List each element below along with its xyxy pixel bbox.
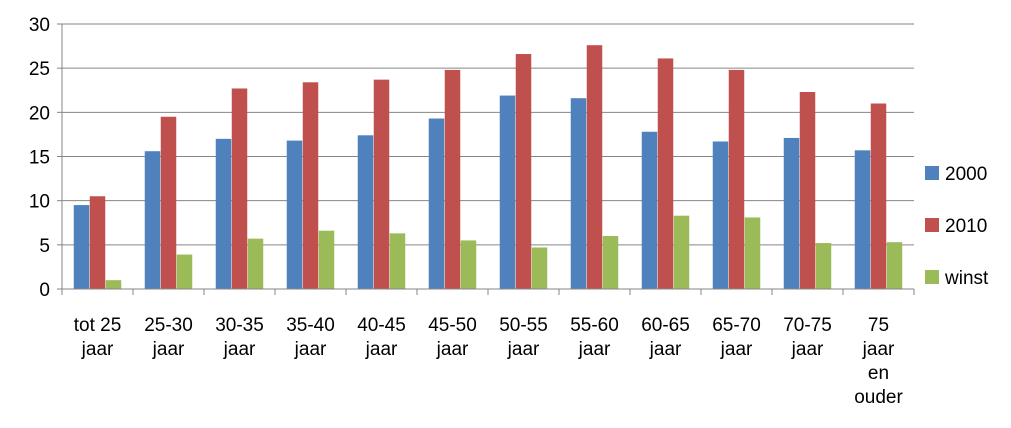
bar-2010-4 xyxy=(302,82,319,289)
bar-winst-4 xyxy=(318,230,335,289)
legend-label: 2000 xyxy=(945,164,987,185)
bar-2000-8 xyxy=(570,98,587,289)
y-axis-tick-labels: 0 5 10 15 20 25 30 xyxy=(29,15,50,301)
bar-winst-8 xyxy=(602,236,619,289)
x-category-label: 35-40 jaar xyxy=(286,315,335,360)
bar-2000-1 xyxy=(73,205,90,289)
x-category-label: 70-75 jaar xyxy=(783,315,832,360)
bar-winst-1 xyxy=(105,280,122,289)
x-category-label: 40-45 jaar xyxy=(357,315,406,360)
x-category-label: 25-30 jaar xyxy=(144,315,193,360)
x-category-label-line: jaar xyxy=(791,339,824,360)
bar-winst-12 xyxy=(886,242,903,289)
x-category-label-line: 50-55 xyxy=(499,315,548,336)
bar-2010-7 xyxy=(515,54,532,290)
bar-winst-9 xyxy=(673,215,690,289)
legend-item-winst: winst xyxy=(925,268,989,289)
x-category-label-line: 75 xyxy=(868,315,889,336)
bar-2010-2 xyxy=(160,116,177,289)
gridlines xyxy=(62,23,914,246)
x-category-label-line: jaar xyxy=(862,339,895,360)
bar-2000-5 xyxy=(357,135,374,289)
y-tick-label: 10 xyxy=(29,192,50,213)
x-category-label-line: tot 25 xyxy=(74,315,122,336)
y-tick-label: 30 xyxy=(29,15,50,36)
axes xyxy=(57,23,915,295)
legend-swatch xyxy=(925,270,939,284)
bar-winst-10 xyxy=(744,217,761,289)
bar-2000-7 xyxy=(499,95,516,289)
bar-2010-6 xyxy=(444,69,461,289)
bar-2000-10 xyxy=(712,141,729,289)
bar-2010-1 xyxy=(89,196,106,289)
x-category-label-line: jaar xyxy=(81,339,114,360)
x-category-label: 65-70 jaar xyxy=(712,315,761,360)
x-category-label-line: 70-75 xyxy=(783,315,832,336)
bar-2010-9 xyxy=(657,58,674,290)
x-category-label-line: jaar xyxy=(152,339,185,360)
bar-2010-3 xyxy=(231,88,248,289)
bar-2000-9 xyxy=(641,131,658,289)
bar-2000-11 xyxy=(783,137,800,289)
x-category-label: 60-65 jaar xyxy=(641,315,690,360)
bar-2010-8 xyxy=(586,45,603,290)
x-category-label: 45-50 jaar xyxy=(428,315,477,360)
x-category-label-line: 60-65 xyxy=(641,315,690,336)
bars xyxy=(73,45,903,290)
x-category-label-line: 45-50 xyxy=(428,315,477,336)
x-category-label: 55-60 jaar xyxy=(570,315,619,360)
x-category-label-line: 35-40 xyxy=(286,315,335,336)
bar-winst-5 xyxy=(389,233,406,289)
x-category-label-line: jaar xyxy=(365,339,398,360)
x-category-label-line: 25-30 xyxy=(144,315,193,336)
y-tick-label: 25 xyxy=(29,59,50,80)
x-category-label-line: en xyxy=(868,363,889,384)
legend-item-2010: 2010 xyxy=(925,216,987,237)
legend-label: winst xyxy=(944,268,989,289)
y-tick-label: 5 xyxy=(39,236,50,257)
x-category-label: 75 jaar en ouder xyxy=(854,315,903,408)
legend: 2000 2010 winst xyxy=(925,164,989,289)
bar-winst-11 xyxy=(815,243,832,289)
y-tick-label: 15 xyxy=(29,148,50,169)
x-category-label-line: jaar xyxy=(578,339,611,360)
bar-2000-6 xyxy=(428,118,445,290)
x-category-label-line: ouder xyxy=(854,387,903,408)
bar-winst-7 xyxy=(531,247,548,289)
legend-item-2000: 2000 xyxy=(925,164,987,185)
bar-winst-6 xyxy=(460,240,477,289)
legend-swatch xyxy=(925,166,939,180)
bar-2010-12 xyxy=(870,103,887,289)
bar-winst-2 xyxy=(176,254,193,289)
bar-2000-3 xyxy=(215,138,232,289)
x-category-label-line: jaar xyxy=(649,339,682,360)
bar-winst-3 xyxy=(247,238,264,289)
x-category-label-line: jaar xyxy=(294,339,327,360)
x-category-label-line: 65-70 xyxy=(712,315,761,336)
x-category-label: 30-35 jaar xyxy=(215,315,264,360)
bar-2000-2 xyxy=(144,151,161,289)
bar-2010-11 xyxy=(799,92,816,290)
legend-label: 2010 xyxy=(945,216,987,237)
legend-swatch xyxy=(925,218,939,232)
x-category-label-line: jaar xyxy=(436,339,469,360)
y-tick-label: 0 xyxy=(39,280,50,301)
x-category-label-line: 40-45 xyxy=(357,315,406,336)
x-category-label-line: 30-35 xyxy=(215,315,264,336)
x-category-label-line: jaar xyxy=(507,339,540,360)
x-category-label-line: 55-60 xyxy=(570,315,619,336)
x-category-label: 50-55 jaar xyxy=(499,315,548,360)
bar-2000-12 xyxy=(854,150,871,289)
y-tick-label: 20 xyxy=(29,103,50,124)
bar-2010-10 xyxy=(728,69,745,289)
bar-2010-5 xyxy=(373,79,390,290)
x-category-label-line: jaar xyxy=(223,339,256,360)
x-category-label-line: jaar xyxy=(720,339,753,360)
bar-2000-4 xyxy=(286,140,303,289)
x-category-label: tot 25 jaar xyxy=(74,315,122,360)
